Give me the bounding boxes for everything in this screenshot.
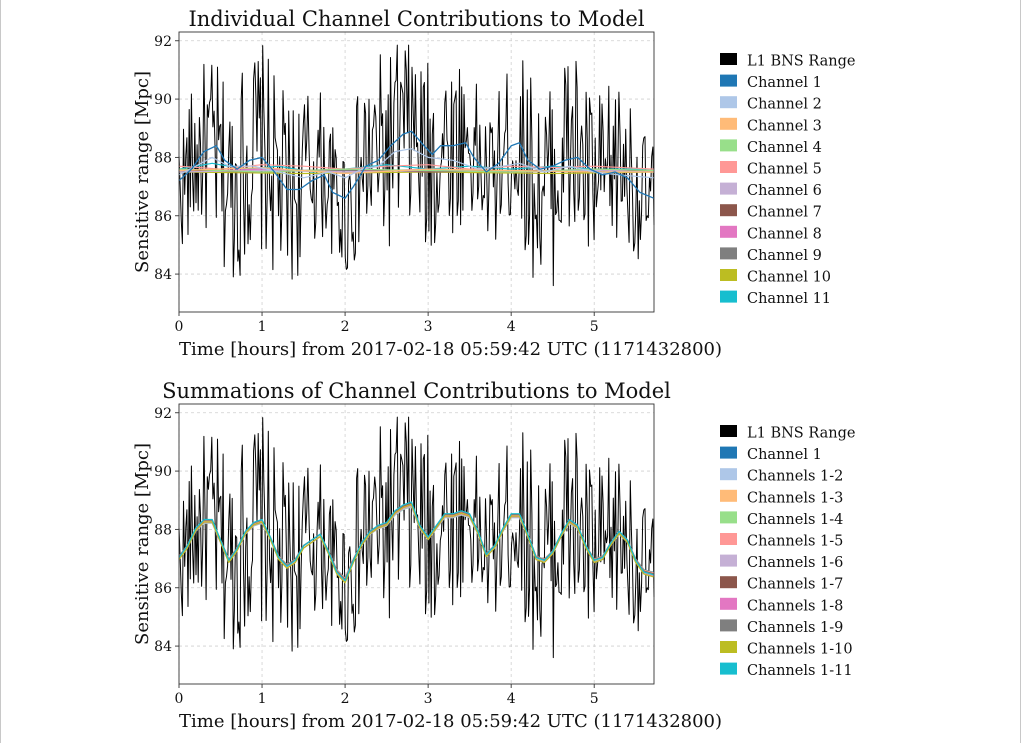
legend-swatch <box>720 576 737 589</box>
legend-label: Channel 1 <box>747 75 822 91</box>
y-tick-label: 92 <box>154 34 172 50</box>
legend-swatch <box>720 511 737 524</box>
legend-label: Channels 1-10 <box>747 642 853 658</box>
legend-swatch <box>720 554 737 567</box>
x-axis-label: Time [hours] from 2017-02-18 05:59:42 UT… <box>179 711 722 732</box>
legend-label: Channel 4 <box>747 140 822 156</box>
plot-frame <box>178 31 655 313</box>
legend-swatch <box>720 489 737 502</box>
legend-label: Channel 1 <box>747 447 822 463</box>
y-tick-label: 86 <box>154 581 172 597</box>
legend-label: Channels 1-4 <box>747 512 843 528</box>
y-tick-label: 92 <box>154 406 172 422</box>
legend-label: Channels 1-11 <box>747 663 853 679</box>
x-tick-label: 1 <box>258 319 267 335</box>
legend-label: Channel 5 <box>747 162 822 178</box>
legend-label: Channel 7 <box>747 205 822 221</box>
frame-left-border <box>0 0 1 743</box>
legend-swatch <box>720 597 737 610</box>
x-tick-label: 5 <box>590 691 599 707</box>
y-tick-label: 90 <box>154 92 172 108</box>
legend-label: Channel 2 <box>747 97 822 113</box>
legend-swatch <box>720 533 737 545</box>
series-line-sum-11 <box>178 501 655 582</box>
x-tick-label: 0 <box>175 319 184 335</box>
legend-label: Channels 1-2 <box>747 469 843 485</box>
legend-swatch <box>720 446 737 459</box>
legend-swatch <box>720 425 737 437</box>
legend-label: Channel 3 <box>747 118 822 134</box>
legend-swatch <box>720 74 737 87</box>
legend-swatch <box>720 468 737 481</box>
legend-swatch <box>720 641 737 653</box>
series-line-channel-5 <box>178 164 655 170</box>
legend-label: Channels 1-3 <box>747 490 843 506</box>
series-line-channel-4 <box>178 168 655 173</box>
legend-label: Channel 11 <box>747 291 831 307</box>
x-tick-label: 3 <box>424 319 433 335</box>
x-tick-label: 4 <box>507 319 516 335</box>
x-tick-label: 2 <box>341 691 350 707</box>
legend-label: Channels 1-6 <box>747 555 843 571</box>
series-line-channel-2 <box>178 148 655 179</box>
y-tick-label: 86 <box>154 209 172 225</box>
legend-swatch <box>720 290 737 303</box>
legend: L1 BNS Range Channel 1 Channels 1-2 Channel… <box>720 425 855 679</box>
x-tick-label: 3 <box>424 691 433 707</box>
chart-panel-1: 0 1 2 3 4 5 84 86 88 90 92 Individual Channel Contr… <box>132 7 855 360</box>
legend-label: Channels 1-8 <box>747 598 843 614</box>
legend-swatch <box>720 204 737 217</box>
y-tick-label: 84 <box>154 267 172 283</box>
legend-label: Channel 9 <box>747 248 822 264</box>
legend-swatch <box>720 247 737 260</box>
legend-swatch <box>720 117 737 130</box>
series-line-channel-1 <box>178 130 655 199</box>
plot-frame <box>178 403 655 685</box>
x-tick-label: 0 <box>175 691 184 707</box>
legend-label: Channel 10 <box>747 270 831 286</box>
legend-swatch <box>720 161 737 173</box>
legend-label: Channels 1-9 <box>747 620 843 636</box>
legend-label: L1 BNS Range <box>747 426 855 442</box>
series-line-sum-10 <box>178 504 655 584</box>
y-axis-label: Sensitive range [Mpc] <box>132 71 153 273</box>
x-tick-label: 2 <box>341 319 350 335</box>
x-tick-label: 4 <box>507 691 516 707</box>
y-tick-label: 88 <box>154 150 172 166</box>
legend: L1 BNS Range Channel 1 Channel 2 Channel 3 C… <box>720 53 855 307</box>
x-tick-label: 5 <box>590 319 599 335</box>
legend-swatch <box>720 182 737 195</box>
y-tick-label: 84 <box>154 639 172 655</box>
legend-swatch <box>720 53 737 65</box>
y-axis-label: Sensitive range [Mpc] <box>132 443 153 645</box>
legend-swatch <box>720 662 737 675</box>
chart-title: Individual Channel Contributions to Mode… <box>188 7 644 31</box>
x-axis-label: Time [hours] from 2017-02-18 05:59:42 UT… <box>179 339 722 360</box>
chart-title: Summations of Channel Contributions to M… <box>162 379 671 403</box>
x-tick-label: 1 <box>258 691 267 707</box>
y-tick-label: 90 <box>154 464 172 480</box>
legend-label: Channels 1-7 <box>747 577 843 593</box>
y-tick-label: 88 <box>154 522 172 538</box>
legend-label: L1 BNS Range <box>747 54 855 70</box>
legend-label: Channel 6 <box>747 183 822 199</box>
legend-swatch <box>720 96 737 109</box>
legend-swatch <box>720 269 737 281</box>
legend-label: Channels 1-5 <box>747 534 843 550</box>
legend-swatch <box>720 225 737 238</box>
series-line-l1-bns-range <box>178 44 655 287</box>
legend-swatch <box>720 139 737 152</box>
chart-panel-2: 0 1 2 3 4 5 84 86 88 90 92 Summations of Channel Co… <box>132 379 855 732</box>
legend-label: Channel 8 <box>747 226 822 242</box>
legend-swatch <box>720 619 737 632</box>
